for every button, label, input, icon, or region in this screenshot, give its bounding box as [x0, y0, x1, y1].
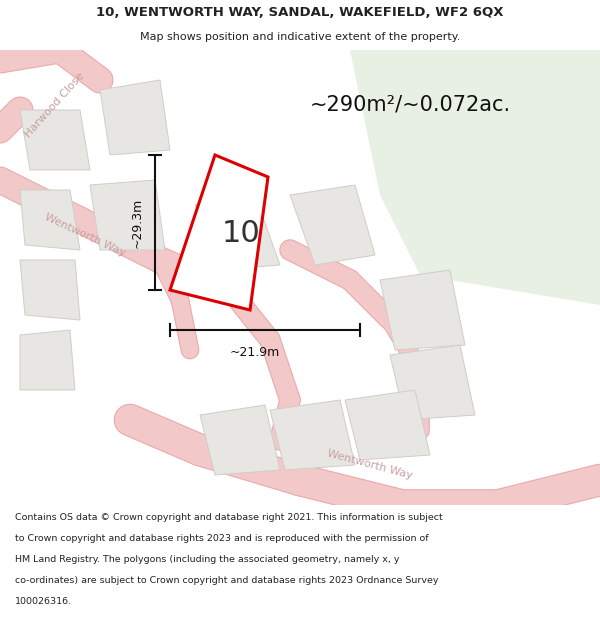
Text: 10: 10	[221, 219, 260, 248]
Polygon shape	[170, 155, 268, 310]
Text: HM Land Registry. The polygons (including the associated geometry, namely x, y: HM Land Registry. The polygons (includin…	[15, 556, 400, 564]
Text: Contains OS data © Crown copyright and database right 2021. This information is : Contains OS data © Crown copyright and d…	[15, 513, 443, 522]
Polygon shape	[270, 400, 355, 470]
Text: Map shows position and indicative extent of the property.: Map shows position and indicative extent…	[140, 32, 460, 43]
Polygon shape	[90, 180, 165, 250]
Polygon shape	[100, 80, 170, 155]
Polygon shape	[380, 270, 465, 350]
Polygon shape	[20, 190, 80, 250]
Polygon shape	[290, 185, 375, 265]
Text: ~290m²/~0.072ac.: ~290m²/~0.072ac.	[310, 95, 511, 115]
Polygon shape	[390, 345, 475, 420]
Polygon shape	[20, 110, 90, 170]
Text: ~29.3m: ~29.3m	[131, 198, 143, 248]
Text: Harwood Close: Harwood Close	[23, 71, 86, 139]
Polygon shape	[195, 195, 280, 270]
Text: 10, WENTWORTH WAY, SANDAL, WAKEFIELD, WF2 6QX: 10, WENTWORTH WAY, SANDAL, WAKEFIELD, WF…	[96, 6, 504, 19]
Text: to Crown copyright and database rights 2023 and is reproduced with the permissio: to Crown copyright and database rights 2…	[15, 534, 428, 543]
Polygon shape	[345, 390, 430, 460]
Polygon shape	[20, 260, 80, 320]
Text: co-ordinates) are subject to Crown copyright and database rights 2023 Ordnance S: co-ordinates) are subject to Crown copyr…	[15, 576, 439, 586]
Polygon shape	[350, 50, 600, 305]
Polygon shape	[200, 405, 280, 475]
Text: Wentworth Way: Wentworth Way	[326, 449, 414, 481]
Text: 100026316.: 100026316.	[15, 598, 72, 606]
Text: ~21.9m: ~21.9m	[230, 346, 280, 359]
Polygon shape	[20, 330, 75, 390]
Text: Wentworth Way: Wentworth Way	[43, 212, 127, 258]
